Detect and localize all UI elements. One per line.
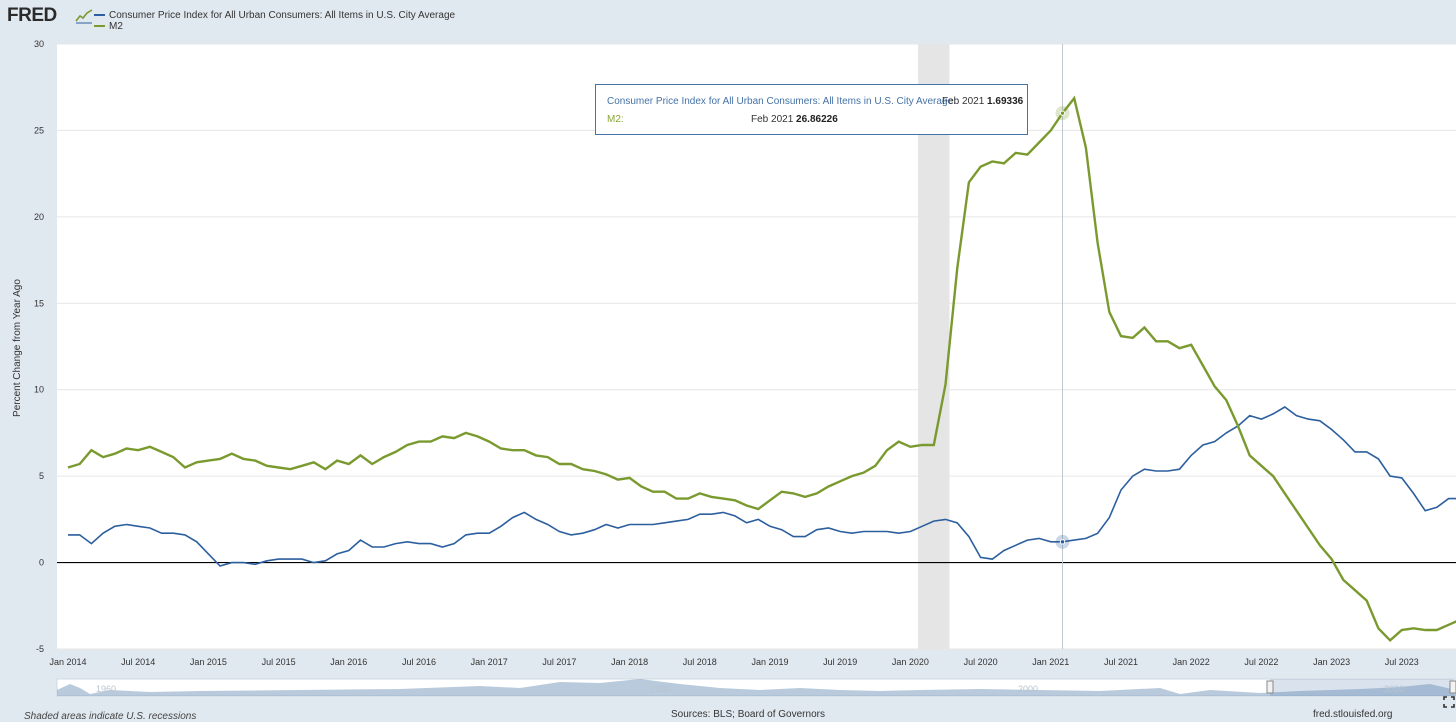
- y-axis-label: Percent Change from Year Ago: [12, 279, 23, 417]
- x-tick-label: Jan 2022: [1173, 657, 1210, 667]
- tooltip-cpi-value: Feb 2021 1.69336: [942, 96, 1023, 107]
- tooltip-m2-number: 26.86226: [796, 114, 838, 125]
- hover-point: [1059, 110, 1066, 116]
- recession-note: Shaded areas indicate U.S. recessions: [24, 711, 197, 722]
- legend-label-cpi: Consumer Price Index for All Urban Consu…: [109, 10, 456, 21]
- y-tick-label: 10: [34, 385, 44, 395]
- x-tick-label: Jul 2014: [121, 657, 155, 667]
- fred-logo[interactable]: FRED: [7, 5, 93, 27]
- tooltip-cpi-label: Consumer Price Index for All Urban Consu…: [607, 96, 956, 107]
- grid-lines: [57, 43, 1456, 650]
- x-tick-label: Jan 2015: [190, 657, 227, 667]
- x-tick-label: Jul 2018: [683, 657, 717, 667]
- chart-line-icon: [75, 8, 93, 24]
- series-line-m2[interactable]: [67, 95, 1456, 643]
- site-link[interactable]: fred.stlouisfed.org: [1313, 709, 1393, 720]
- y-tick-label: 20: [34, 212, 44, 222]
- x-tick-label: Jan 2016: [330, 657, 367, 667]
- x-tick-label: Jul 2016: [402, 657, 436, 667]
- x-tick-label: Jul 2021: [1104, 657, 1138, 667]
- x-tick-label: Jan 2017: [471, 657, 508, 667]
- navigator-handle-left[interactable]: [1266, 680, 1274, 694]
- legend-item-m2[interactable]: M2: [94, 21, 123, 32]
- hover-markers: [1055, 106, 1070, 549]
- x-tick-label: Jan 2023: [1313, 657, 1350, 667]
- navigator-area: [57, 679, 1456, 696]
- y-tick-label: 25: [34, 125, 44, 135]
- y-tick-label: 15: [34, 298, 44, 308]
- x-tick-label: Jul 2015: [262, 657, 296, 667]
- data-tooltip: Consumer Price Index for All Urban Consu…: [595, 84, 1028, 135]
- x-tick-label: Jul 2019: [823, 657, 857, 667]
- navigator-selection[interactable]: [1270, 679, 1454, 696]
- tooltip-m2-date: Feb 2021: [751, 114, 794, 125]
- x-tick-label: Jul 2017: [542, 657, 576, 667]
- hover-point: [1059, 539, 1066, 545]
- logo-text: FRED: [7, 5, 57, 26]
- navigator-label: 1980: [650, 684, 670, 694]
- x-tick-label: Jul 2023: [1385, 657, 1419, 667]
- y-tick-label: 30: [34, 39, 44, 49]
- x-tick-label: Jul 2022: [1244, 657, 1278, 667]
- tooltip-m2-label: M2:: [607, 114, 624, 125]
- tooltip-cpi-date: Feb 2021: [942, 96, 985, 107]
- navigator-label: 1960: [96, 684, 116, 694]
- tooltip-m2-value: Feb 2021 26.86226: [751, 114, 838, 125]
- navigator-handle-right[interactable]: [1449, 680, 1456, 694]
- navigator-label: 2000: [1018, 684, 1038, 694]
- x-tick-label: Jan 2018: [611, 657, 648, 667]
- legend-swatch-m2: [94, 25, 105, 28]
- x-tick-label: Jan 2019: [751, 657, 788, 667]
- range-navigator[interactable]: 1960 1980 2000 2020: [56, 678, 1456, 697]
- legend-item-cpi[interactable]: Consumer Price Index for All Urban Consu…: [94, 10, 455, 21]
- x-tick-label: Jan 2020: [892, 657, 929, 667]
- y-tick-label: 5: [39, 471, 44, 481]
- y-axis-ticks: -5 0 5 10 15 20 25 30: [34, 39, 44, 654]
- y-tick-label: -5: [36, 644, 44, 654]
- legend-swatch-cpi: [94, 14, 105, 17]
- x-tick-label: Jul 2020: [964, 657, 998, 667]
- legend-label-m2: M2: [109, 21, 123, 32]
- x-tick-label: Jan 2021: [1032, 657, 1069, 667]
- fullscreen-icon[interactable]: [1443, 696, 1455, 708]
- recession-shade: [918, 44, 950, 649]
- y-tick-label: 0: [39, 558, 44, 568]
- sources-text: Sources: BLS; Board of Governors: [671, 709, 825, 720]
- x-axis-ticks: Jan 2014 Jul 2014 Jan 2015 Jul 2015 Jan 2016…: [49, 657, 1418, 667]
- x-tick-label: Jan 2014: [49, 657, 86, 667]
- series-line-cpi[interactable]: [68, 406, 1456, 567]
- tooltip-cpi-number: 1.69336: [987, 96, 1024, 107]
- navigator-label: 2020: [1384, 684, 1404, 694]
- plot-area: [57, 44, 1456, 649]
